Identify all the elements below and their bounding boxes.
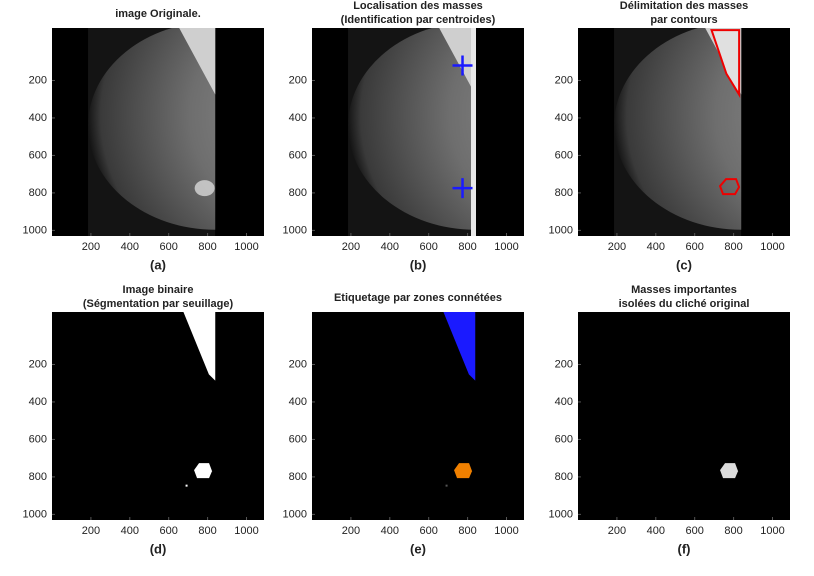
x-tick-label: 200 [608, 241, 626, 253]
panel-title: Etiquetage par zones connétées [334, 292, 502, 304]
x-tick-label: 400 [647, 241, 665, 253]
x-tick-label: 400 [121, 241, 139, 253]
y-tick-label: 200 [289, 74, 307, 86]
panel-title: Localisation des masses [353, 0, 483, 12]
x-tick-label: 800 [458, 241, 476, 253]
x-tick-label: 600 [420, 241, 438, 253]
y-tick-label: 200 [289, 358, 307, 370]
image [348, 22, 602, 236]
x-tick-label: 400 [647, 525, 665, 537]
x-tick-label: 1000 [234, 241, 258, 253]
y-tick-label: 800 [29, 471, 47, 483]
y-tick-label: 1000 [283, 224, 307, 236]
speck [186, 485, 188, 487]
y-tick-label: 400 [29, 112, 47, 124]
x-tick-label: 1000 [760, 241, 784, 253]
panel-caption: (b) [410, 257, 427, 272]
panel-caption: (d) [150, 541, 167, 556]
right-edge [215, 28, 264, 236]
x-tick-label: 1000 [760, 525, 784, 537]
y-tick-label: 1000 [283, 508, 307, 520]
x-tick-label: 200 [82, 525, 100, 537]
y-tick-label: 200 [555, 358, 573, 370]
y-tick-label: 600 [29, 433, 47, 445]
x-tick-label: 200 [342, 525, 360, 537]
y-tick-label: 200 [29, 358, 47, 370]
x-tick-label: 400 [121, 525, 139, 537]
x-tick-label: 200 [608, 525, 626, 537]
panel: Etiquetage par zones connétées 200 400 600 8… [283, 292, 524, 557]
y-tick-label: 1000 [23, 224, 47, 236]
x-tick-label: 600 [160, 525, 178, 537]
y-tick-label: 600 [289, 149, 307, 161]
x-tick-label: 800 [198, 525, 216, 537]
image-background [312, 312, 524, 520]
x-tick-label: 800 [724, 241, 742, 253]
x-tick-label: 800 [724, 525, 742, 537]
y-tick-label: 800 [289, 187, 307, 199]
y-tick-label: 200 [555, 74, 573, 86]
panel-title: isolées du cliché original [619, 298, 750, 310]
panel-title: par contours [650, 14, 717, 26]
y-tick-label: 600 [29, 149, 47, 161]
y-tick-label: 600 [555, 433, 573, 445]
panel-title: (Identification par centroides) [341, 14, 496, 26]
panel-caption: (a) [150, 257, 166, 272]
x-tick-label: 600 [686, 241, 704, 253]
panel-title: Masses importantes [631, 284, 737, 296]
y-tick-label: 600 [555, 149, 573, 161]
strip [471, 28, 476, 236]
panel-title: (Ségmentation par seuillage) [83, 298, 234, 310]
y-tick-label: 800 [555, 187, 573, 199]
right-edge [475, 28, 524, 236]
y-tick-label: 800 [289, 471, 307, 483]
y-tick-label: 200 [29, 74, 47, 86]
y-tick-label: 1000 [549, 508, 573, 520]
y-tick-label: 600 [289, 433, 307, 445]
y-tick-label: 1000 [549, 224, 573, 236]
y-tick-label: 400 [555, 396, 573, 408]
image-background [52, 312, 264, 520]
x-tick-label: 1000 [494, 525, 518, 537]
x-tick-label: 200 [82, 241, 100, 253]
right-edge [741, 28, 790, 236]
panel: Masses importantes isolées du cliché orig… [549, 284, 790, 557]
y-tick-label: 1000 [23, 508, 47, 520]
panel-title: Image binaire [123, 284, 194, 296]
panel-title: image Originale. [115, 8, 201, 20]
x-tick-label: 600 [420, 525, 438, 537]
y-tick-label: 400 [29, 396, 47, 408]
figure: image Originale. 200 400 600 800 1000 200 400 60… [0, 0, 814, 576]
panel: Délimitation des masses par contours 200 40… [549, 0, 814, 272]
x-tick-label: 600 [686, 525, 704, 537]
y-tick-label: 400 [289, 112, 307, 124]
image-background [578, 312, 790, 520]
y-tick-label: 800 [29, 187, 47, 199]
speck [446, 485, 448, 487]
image [88, 22, 342, 236]
x-tick-label: 400 [381, 241, 399, 253]
y-tick-label: 400 [289, 396, 307, 408]
x-tick-label: 600 [160, 241, 178, 253]
panel-caption: (e) [410, 541, 426, 556]
panel-caption: (c) [676, 257, 692, 272]
x-tick-label: 1000 [494, 241, 518, 253]
y-tick-label: 400 [555, 112, 573, 124]
x-tick-label: 800 [458, 525, 476, 537]
panel-caption: (f) [678, 541, 691, 556]
mass [195, 180, 215, 196]
x-tick-label: 200 [342, 241, 360, 253]
image [614, 22, 814, 236]
y-tick-label: 800 [555, 471, 573, 483]
x-tick-label: 1000 [234, 525, 258, 537]
x-tick-label: 400 [381, 525, 399, 537]
panel: Image binaire (Ségmentation par seuillage… [23, 284, 264, 557]
x-tick-label: 800 [198, 241, 216, 253]
panel-title: Délimitation des masses [620, 0, 748, 12]
